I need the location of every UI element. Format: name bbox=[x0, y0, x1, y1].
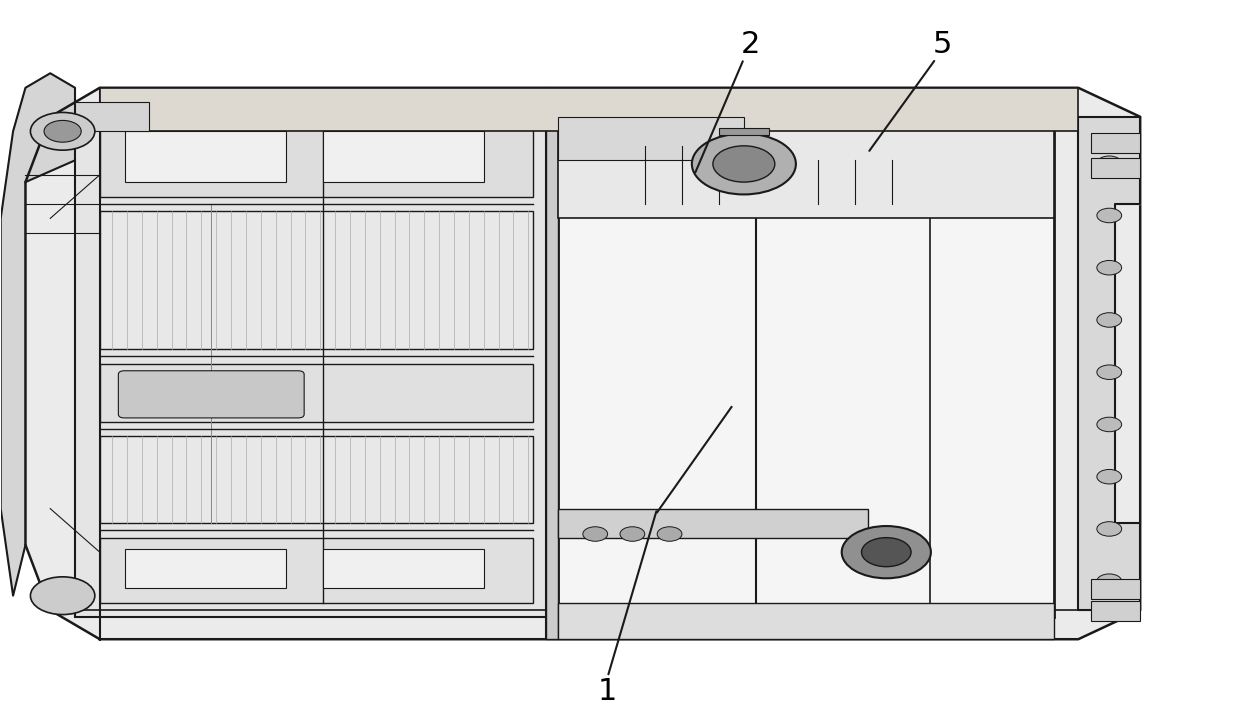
Bar bbox=[558, 603, 1054, 639]
Bar bbox=[322, 549, 484, 588]
Bar bbox=[1091, 579, 1141, 599]
Bar bbox=[74, 103, 149, 132]
Bar bbox=[322, 132, 484, 182]
Bar bbox=[558, 509, 868, 538]
Polygon shape bbox=[1, 73, 74, 595]
Circle shape bbox=[1097, 574, 1122, 588]
Circle shape bbox=[1097, 470, 1122, 484]
Circle shape bbox=[31, 577, 94, 614]
Bar bbox=[99, 211, 533, 349]
Text: 2: 2 bbox=[740, 30, 760, 59]
Bar bbox=[558, 117, 744, 161]
Circle shape bbox=[1097, 156, 1122, 171]
Bar bbox=[99, 88, 1079, 132]
Bar bbox=[99, 436, 533, 523]
Circle shape bbox=[1097, 260, 1122, 275]
Circle shape bbox=[1097, 522, 1122, 537]
Circle shape bbox=[1097, 365, 1122, 379]
Bar bbox=[558, 110, 1054, 617]
Circle shape bbox=[583, 527, 608, 542]
Bar bbox=[124, 549, 285, 588]
Circle shape bbox=[862, 538, 911, 566]
Circle shape bbox=[842, 526, 931, 578]
Bar bbox=[99, 364, 533, 422]
Bar bbox=[99, 538, 533, 603]
Circle shape bbox=[713, 146, 775, 182]
Circle shape bbox=[1097, 417, 1122, 432]
Bar bbox=[74, 110, 558, 617]
Circle shape bbox=[620, 527, 645, 542]
Bar bbox=[546, 88, 558, 639]
Circle shape bbox=[45, 121, 81, 142]
FancyBboxPatch shape bbox=[118, 371, 304, 418]
Bar bbox=[558, 110, 1054, 218]
Text: 1: 1 bbox=[598, 677, 618, 706]
Circle shape bbox=[1097, 208, 1122, 222]
Circle shape bbox=[31, 113, 94, 150]
Text: 5: 5 bbox=[932, 30, 952, 59]
Bar bbox=[1091, 133, 1141, 153]
Bar bbox=[1091, 601, 1141, 621]
Bar bbox=[1091, 158, 1141, 178]
Bar bbox=[99, 117, 533, 196]
Polygon shape bbox=[26, 88, 1141, 639]
Circle shape bbox=[1097, 313, 1122, 327]
Bar bbox=[719, 128, 769, 135]
Polygon shape bbox=[1079, 117, 1141, 610]
Circle shape bbox=[692, 134, 796, 194]
Bar bbox=[124, 132, 285, 182]
Circle shape bbox=[657, 527, 682, 542]
